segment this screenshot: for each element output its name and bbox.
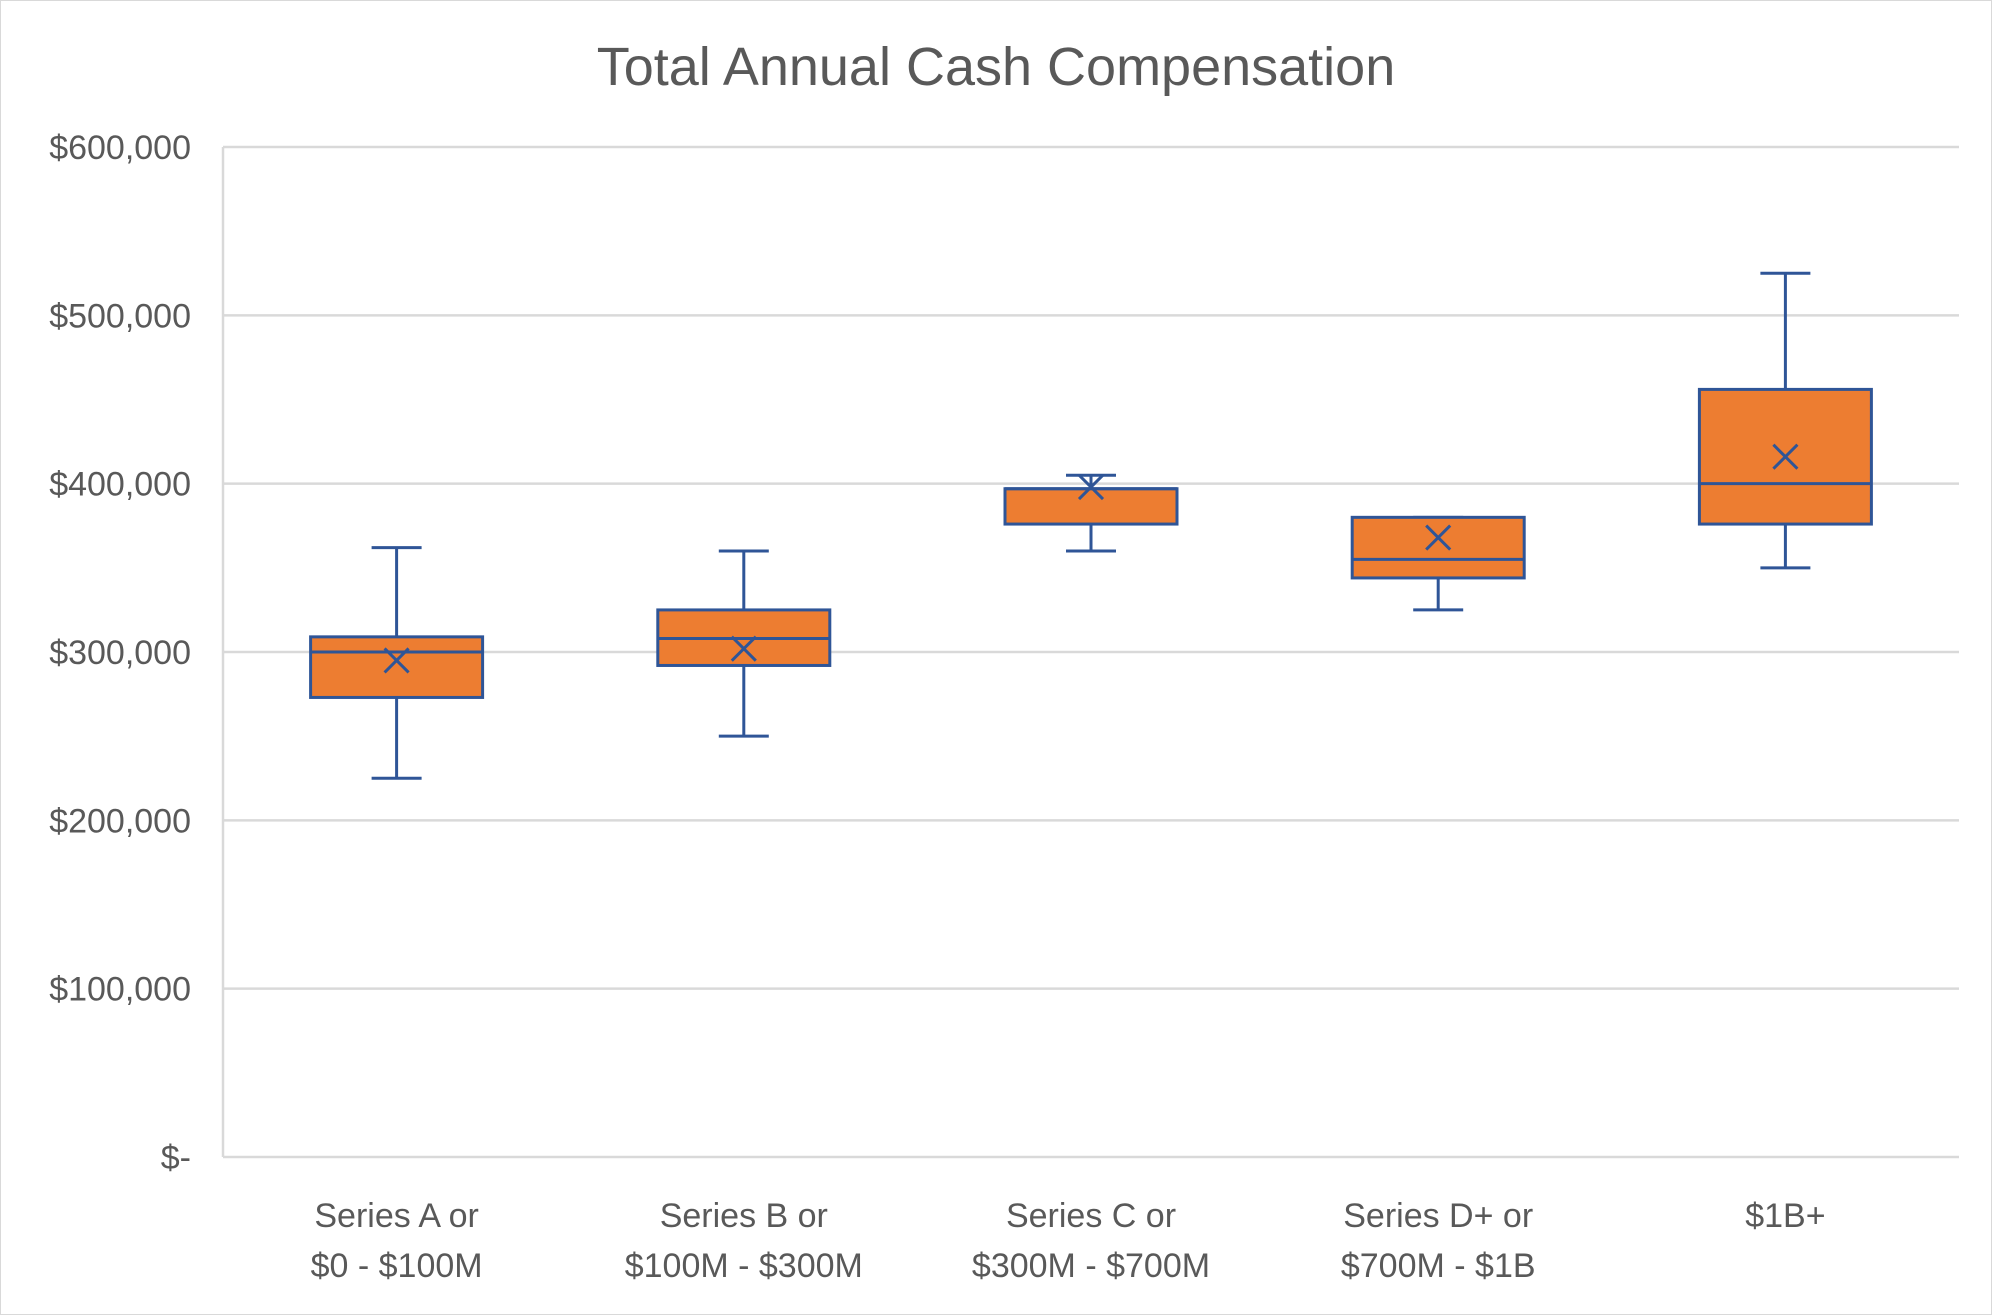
x-category-label: Series D+ or $700M - $1B [1341, 1197, 1536, 1285]
x-category-label: Series C or $300M - $700M [972, 1197, 1210, 1285]
mean-marker [1077, 473, 1105, 501]
mean-marker [1772, 443, 1799, 470]
mean-marker [1425, 524, 1452, 551]
x-category-label: Series A or $0 - $100M [311, 1197, 483, 1285]
iqr-box [1350, 515, 1526, 580]
x-category-label: $1B+ [1745, 1197, 1825, 1235]
boxes [309, 271, 1873, 780]
x-category-label: Series B or $100M - $300M [625, 1197, 863, 1285]
y-tick-label: $600,000 [49, 129, 191, 167]
iqr-box [309, 635, 485, 699]
y-tick-label: $100,000 [49, 971, 191, 1009]
mean-marker [383, 647, 410, 674]
y-tick-label: $- [161, 1139, 191, 1177]
y-tick-label: $300,000 [49, 634, 191, 672]
box-3 [1003, 473, 1179, 553]
mean-marker [730, 635, 757, 662]
iqr-box [1003, 487, 1179, 526]
y-axis-tick-labels: $- $100,000 $200,000 $300,000 $400,000 $500,0… [49, 129, 191, 1177]
x-axis-category-labels: Series A or $0 - $100M Series B or $100M - … [311, 1197, 1826, 1285]
box-1 [309, 546, 485, 780]
y-tick-label: $400,000 [49, 466, 191, 504]
chart-title: Total Annual Cash Compensation [597, 37, 1396, 97]
y-tick-label: $200,000 [49, 802, 191, 840]
box-5 [1697, 271, 1873, 570]
box-2 [656, 549, 832, 738]
box-4 [1350, 515, 1526, 612]
y-tick-label: $500,000 [49, 297, 191, 335]
